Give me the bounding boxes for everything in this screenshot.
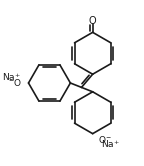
Text: O$^{-}$: O$^{-}$ <box>98 134 112 145</box>
Text: $^{-}$O: $^{-}$O <box>8 77 22 88</box>
Text: Na$^{+}$: Na$^{+}$ <box>2 72 21 83</box>
Text: O: O <box>89 16 96 26</box>
Text: Na$^{+}$: Na$^{+}$ <box>101 139 120 150</box>
